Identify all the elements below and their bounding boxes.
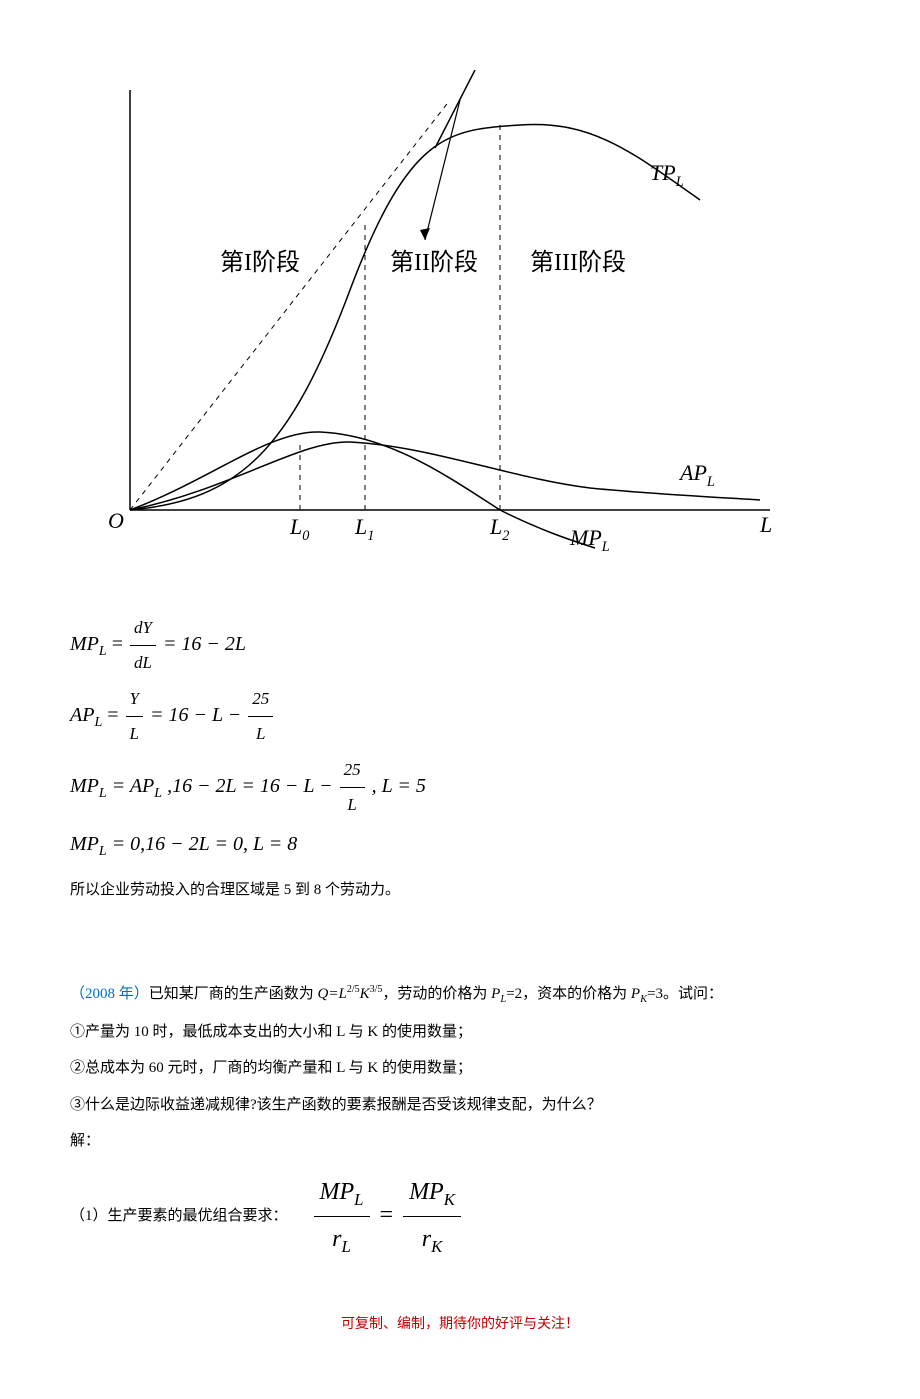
eq-mp-eq-ap: MPL = APL ,16 − 2L = 16 − L − 25L , L = … [70,753,850,822]
svg-text:L0: L0 [289,514,309,544]
equation-block: MPL = dYdL = 16 − 2L APL = YL = 16 − L −… [70,611,850,866]
svg-text:L1: L1 [354,514,374,544]
conclusion-text: 所以企业劳动投入的合理区域是 5 到 8 个劳动力。 [70,876,850,905]
diagram-svg: O L L0 L1 L2 TPL APL MPL 第I阶段 第II阶段 第III阶段 [90,70,790,570]
svg-text:MPL: MPL [569,525,610,555]
question-2: ②总成本为 60 元时，厂商的均衡产量和 L 与 K 的使用数量； [70,1054,850,1083]
svg-text:第I阶段: 第I阶段 [220,249,300,276]
svg-text:L: L [759,512,772,537]
optimal-combination-eq: （1）生产要素的最优组合要求： MPL rL = MPK rK [70,1170,850,1262]
svg-text:APL: APL [678,460,715,490]
eq-mp-zero: MPL = 0,16 − 2L = 0, L = 8 [70,824,850,866]
eq-mp: MPL = dYdL = 16 − 2L [70,611,850,680]
svg-text:L2: L2 [489,514,509,544]
problem-statement: （2008 年）已知某厂商的生产函数为 Q=L2/5K3/5，劳动的价格为 PL… [70,980,850,1010]
svg-text:第III阶段: 第III阶段 [530,249,626,276]
svg-text:O: O [108,508,124,533]
svg-text:第II阶段: 第II阶段 [390,249,478,276]
solution-label: 解： [70,1127,850,1156]
svg-text:TPL: TPL [650,160,684,190]
production-stages-diagram: O L L0 L1 L2 TPL APL MPL 第I阶段 第II阶段 第III阶段 [90,70,850,581]
page-footer: 可复制、编制，期待你的好评与关注！ [70,1312,850,1339]
question-3: ③什么是边际收益递减规律?该生产函数的要素报酬是否受该规律支配，为什么？ [70,1091,850,1120]
answer-1-prefix: （1）生产要素的最优组合要求： [70,1202,288,1231]
question-1: ①产量为 10 时，最低成本支出的大小和 L 与 K 的使用数量； [70,1018,850,1047]
eq-ap: APL = YL = 16 − L − 25L [70,682,850,751]
year-label: （2008 年） [70,986,149,1002]
